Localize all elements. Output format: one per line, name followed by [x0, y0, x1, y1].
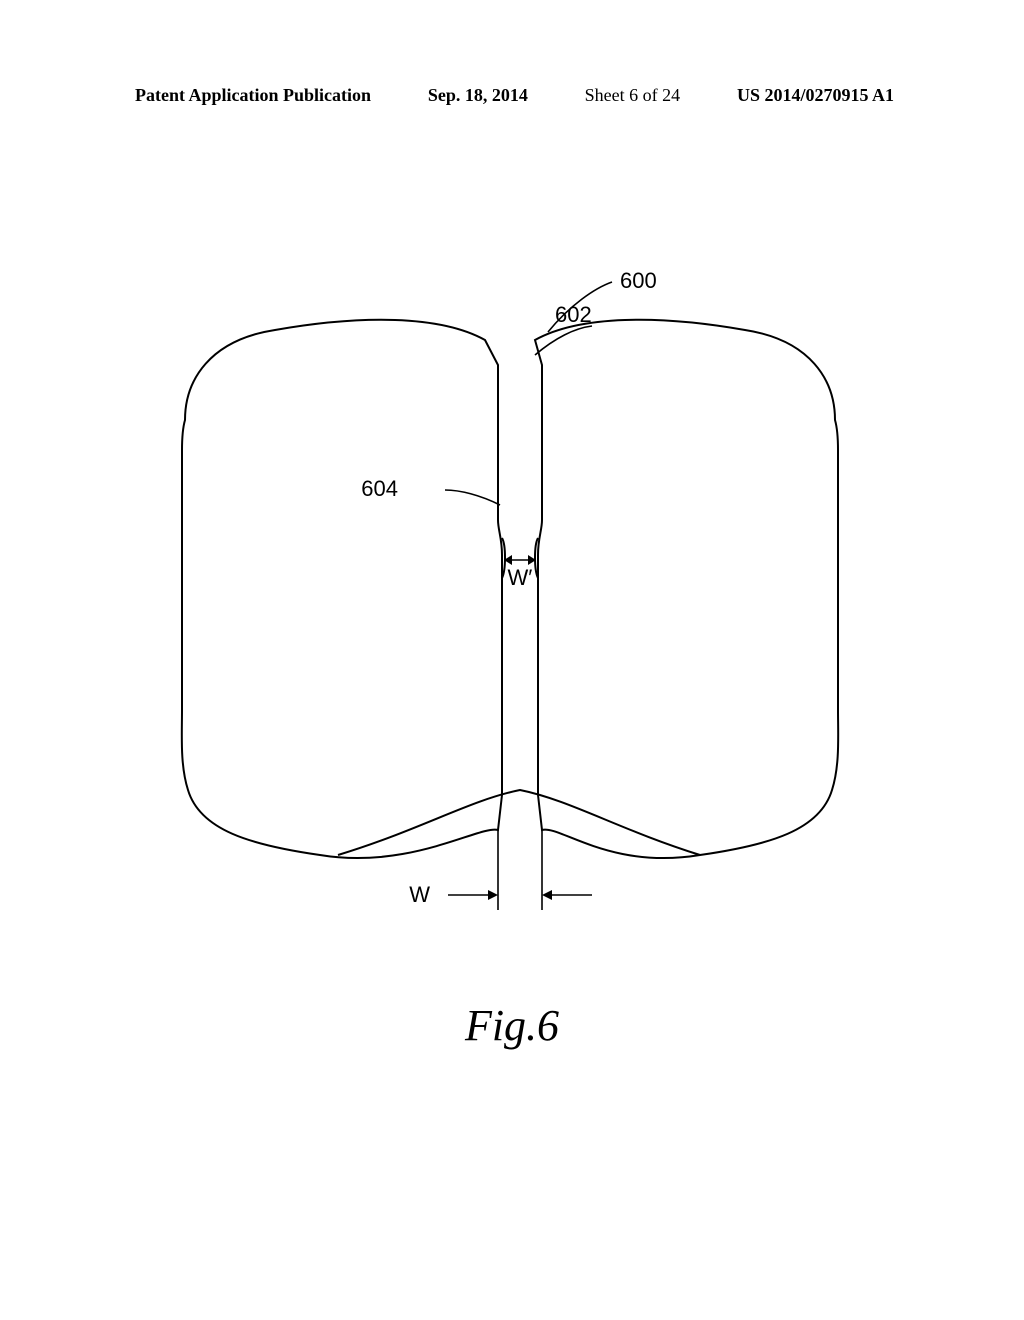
bottom-saddle — [338, 790, 700, 855]
label-602: 602 — [555, 302, 592, 327]
label-604: 604 — [361, 476, 398, 501]
figure-6: 600 602 604 W′ W — [100, 270, 920, 990]
sheet-number: Sheet 6 of 24 — [585, 85, 680, 106]
publication-date: Sep. 18, 2014 — [428, 85, 528, 106]
label-W: W — [409, 882, 430, 907]
document-number: US 2014/0270915 A1 — [737, 85, 894, 106]
figure-svg: 600 602 604 W′ W — [100, 270, 920, 990]
body-outline — [185, 316, 825, 851]
figure-caption: Fig.6 — [0, 1000, 1024, 1051]
body-outline-main — [182, 320, 502, 858]
leader-604 — [445, 490, 500, 505]
body-outline-right — [535, 320, 838, 858]
label-W-prime: W′ — [508, 565, 533, 590]
page-header: Patent Application Publication Sep. 18, … — [0, 85, 1024, 106]
dimension-W: W — [409, 830, 592, 910]
publication-label: Patent Application Publication — [135, 85, 371, 106]
label-600: 600 — [620, 270, 657, 293]
leader-602 — [535, 326, 592, 355]
dimension-W-prime: W′ — [504, 555, 536, 590]
